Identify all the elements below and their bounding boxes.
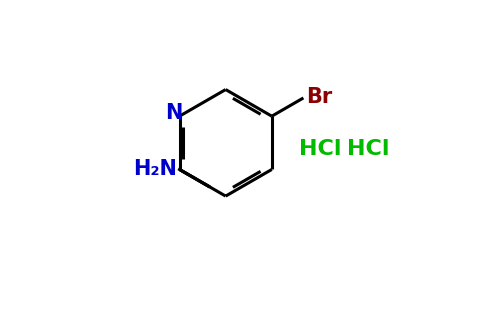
Text: H₂N: H₂N — [133, 159, 176, 179]
Text: HCl: HCl — [348, 139, 390, 159]
Text: Br: Br — [306, 87, 332, 107]
Text: N: N — [166, 103, 182, 123]
Text: HCl: HCl — [299, 139, 342, 159]
